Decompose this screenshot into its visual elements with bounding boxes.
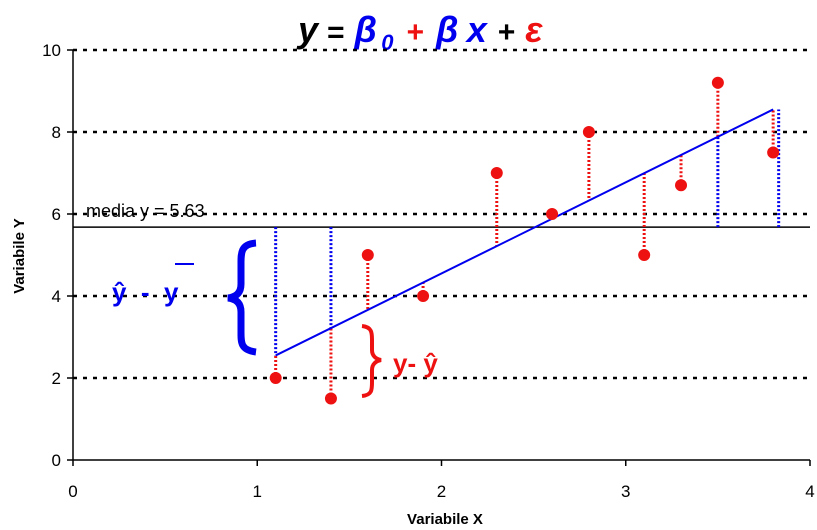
x-tick-label: 0: [68, 482, 77, 501]
blue-brace: [228, 243, 256, 352]
y-minus-yhat-label: y- ŷ: [393, 348, 438, 378]
title-plus2: +: [497, 16, 515, 49]
y-axis-title: Variabile Y: [11, 218, 28, 294]
title-plus1: +: [406, 16, 424, 49]
x-axis-title: Variabile X: [407, 511, 483, 528]
tick-labels: 0 2 4 6 8 10 0 1 2 3 4: [42, 41, 815, 501]
residuals: [276, 83, 773, 399]
x-tick-label: 4: [805, 482, 814, 501]
x-tick-label: 1: [253, 482, 262, 501]
data-point: [767, 147, 779, 159]
data-point: [675, 179, 687, 191]
red-brace: [362, 326, 381, 396]
mean-label: media y = 5.63: [86, 201, 205, 221]
title-x: x: [465, 9, 489, 50]
y-tick-label: 0: [52, 451, 61, 470]
data-point: [325, 393, 337, 405]
data-point: [712, 77, 724, 89]
data-points: [270, 77, 779, 405]
title-y: y: [296, 9, 320, 50]
title-beta: β: [435, 9, 458, 50]
x-tick-label: 3: [621, 482, 630, 501]
axes: [67, 50, 810, 466]
y-tick-label: 6: [52, 205, 61, 224]
data-point: [546, 208, 558, 220]
y-tick-label: 10: [42, 41, 61, 60]
data-point: [491, 167, 503, 179]
data-point: [362, 249, 374, 261]
x-tick-label: 2: [437, 482, 446, 501]
minus-label: -: [134, 277, 157, 307]
title-eq: =: [326, 16, 344, 49]
title-beta0: β: [353, 9, 376, 50]
regression-line: [276, 109, 773, 355]
data-point: [638, 249, 650, 261]
data-point: [583, 126, 595, 138]
yhat-label: ŷ: [112, 277, 127, 307]
y-tick-label: 2: [52, 369, 61, 388]
y-tick-label: 4: [52, 287, 61, 306]
data-point: [417, 290, 429, 302]
y-tick-label: 8: [52, 123, 61, 142]
data-point: [270, 372, 282, 384]
yhat-ybar-label: ŷ - y: [112, 277, 179, 307]
ybar-label: y: [164, 277, 179, 307]
title-eps: ε: [525, 9, 543, 50]
chart-title: y = β 0 + β x + ε: [296, 9, 543, 55]
